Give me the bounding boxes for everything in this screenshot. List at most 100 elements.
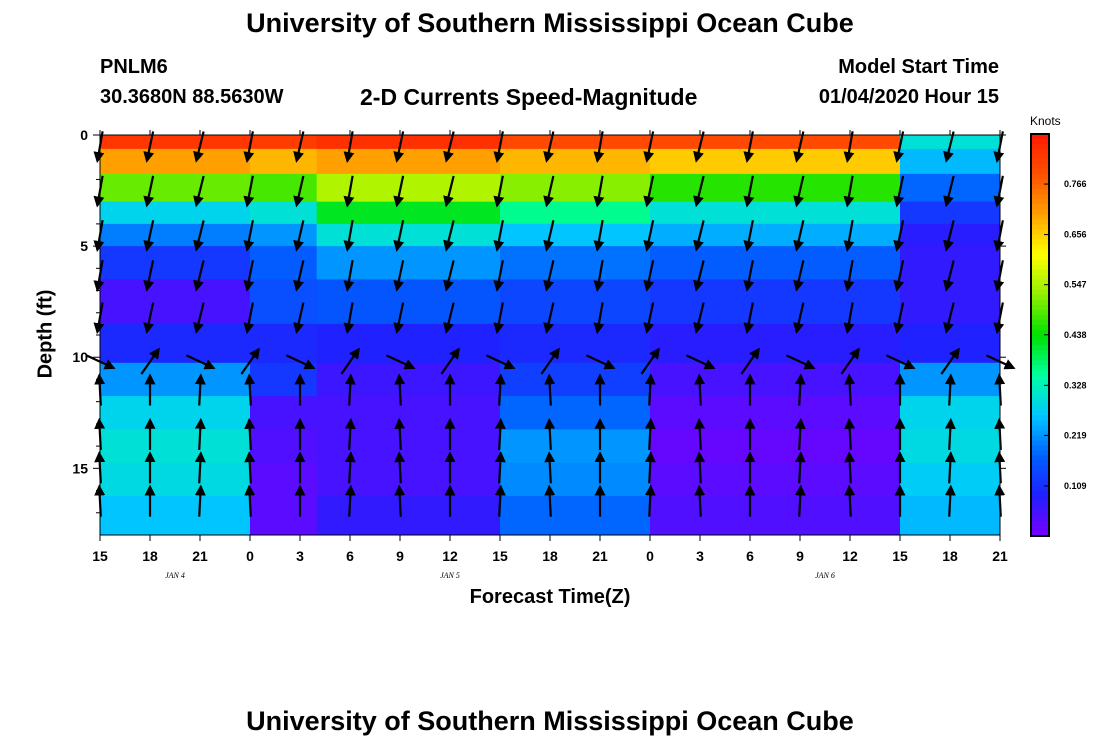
heatmap-cell xyxy=(100,396,251,430)
colorbar-segment xyxy=(1031,144,1049,150)
colorbar-segment xyxy=(1031,269,1049,276)
colorbar-segment xyxy=(1031,410,1049,416)
colorbar-segment xyxy=(1031,234,1049,241)
heatmap-cell xyxy=(650,462,901,497)
current-arrow xyxy=(493,302,505,335)
colorbar-segment xyxy=(1031,209,1049,215)
colorbar-segment xyxy=(1031,229,1049,235)
current-arrows xyxy=(85,131,1016,517)
current-arrow xyxy=(943,302,955,334)
colorbar-segment xyxy=(1031,400,1049,406)
current-arrow xyxy=(393,260,405,292)
colorbar-segment xyxy=(1031,299,1049,306)
colorbar-segment xyxy=(1031,329,1049,336)
current-arrow xyxy=(743,220,755,252)
colorbar-segment xyxy=(1031,495,1049,502)
colorbar-tick-label: 0.547 xyxy=(1064,280,1087,290)
heatmap-cell xyxy=(650,362,901,397)
current-arrow xyxy=(344,451,356,484)
colorbar-segment xyxy=(1031,149,1049,155)
current-arrow xyxy=(840,347,860,375)
current-arrow xyxy=(693,260,705,292)
colorbar-segment xyxy=(1031,324,1049,331)
colorbar-segment xyxy=(1031,244,1049,251)
heatmap-cell xyxy=(316,223,501,247)
colorbar-segment xyxy=(1031,415,1049,421)
colorbar-segment xyxy=(1031,430,1049,436)
current-arrow xyxy=(194,451,206,484)
current-arrow xyxy=(543,131,555,163)
heatmap-cell xyxy=(650,135,901,150)
current-arrow xyxy=(343,220,355,252)
heatmap-cell xyxy=(100,173,251,203)
heatmap-cell xyxy=(500,496,651,536)
heatmap-cell xyxy=(316,135,501,150)
colorbar-segment xyxy=(1031,425,1049,431)
current-arrow xyxy=(644,484,656,517)
heatmap-cell xyxy=(250,246,318,280)
heatmap-cell xyxy=(100,201,251,225)
x-axis-title: Forecast Time(Z) xyxy=(469,586,631,608)
current-arrow xyxy=(544,417,556,451)
current-arrow xyxy=(243,175,255,208)
current-arrow xyxy=(193,302,205,334)
chart-title: University of Southern Mississippi Ocean… xyxy=(246,8,854,38)
current-arrow xyxy=(393,220,405,252)
colorbar-segment xyxy=(1031,385,1049,391)
heatmap-cell xyxy=(650,201,901,225)
colorbar-segment xyxy=(1031,194,1049,200)
current-arrow xyxy=(244,484,256,517)
current-arrow xyxy=(143,302,155,335)
current-arrow xyxy=(494,484,506,517)
colorbar-segment xyxy=(1031,375,1049,381)
current-arrow xyxy=(344,373,356,406)
heatmap-cell xyxy=(250,323,318,364)
current-arrow xyxy=(943,220,955,252)
heatmap-cell xyxy=(316,462,501,497)
colorbar-tick-label: 0.328 xyxy=(1064,380,1087,390)
current-arrow xyxy=(243,302,255,335)
heatmap-cell xyxy=(100,429,251,464)
colorbar-segment xyxy=(1031,380,1049,386)
station-location: 30.3680N 88.5630W xyxy=(100,86,284,108)
colorbar-segment xyxy=(1031,420,1049,426)
current-arrow xyxy=(193,260,205,292)
heatmap-cell xyxy=(100,223,251,247)
heatmap-cell xyxy=(316,429,501,464)
colorbar-segment xyxy=(1031,174,1049,180)
heatmap-cell xyxy=(900,148,1001,175)
current-arrow xyxy=(244,417,256,451)
heatmap-cell xyxy=(500,279,651,325)
colorbar-segment xyxy=(1031,309,1049,316)
current-arrow xyxy=(893,175,905,208)
current-arrow xyxy=(643,175,655,208)
current-arrow xyxy=(185,354,216,370)
heatmap-cell xyxy=(100,362,251,397)
colorbar-segment xyxy=(1031,169,1049,175)
current-arrow xyxy=(644,451,656,484)
current-arrow xyxy=(793,131,805,163)
current-arrow xyxy=(794,484,806,517)
heatmap-cell xyxy=(500,135,651,150)
current-arrow xyxy=(494,373,506,406)
current-arrow xyxy=(293,302,305,334)
current-arrow xyxy=(843,260,855,292)
colorbar-segment xyxy=(1031,485,1049,492)
heatmap-cell xyxy=(250,279,318,325)
colorbar-segment xyxy=(1031,395,1049,401)
x-tick-label: 6 xyxy=(346,548,354,564)
current-arrow xyxy=(693,175,705,208)
colorbar-segment xyxy=(1031,405,1049,411)
heatmap-cell xyxy=(250,223,318,247)
current-arrow xyxy=(694,484,706,517)
colorbar-segment xyxy=(1031,254,1049,261)
day-label: JAN 5 xyxy=(440,571,460,580)
x-tick-label: 21 xyxy=(992,548,1008,564)
current-arrow xyxy=(244,451,256,484)
colorbar-segment xyxy=(1031,435,1049,442)
current-arrow xyxy=(885,354,916,370)
x-tick-label: 15 xyxy=(492,548,508,564)
colorbar-segment xyxy=(1031,159,1049,165)
heatmap-cell xyxy=(100,496,251,536)
current-arrow xyxy=(493,175,505,208)
